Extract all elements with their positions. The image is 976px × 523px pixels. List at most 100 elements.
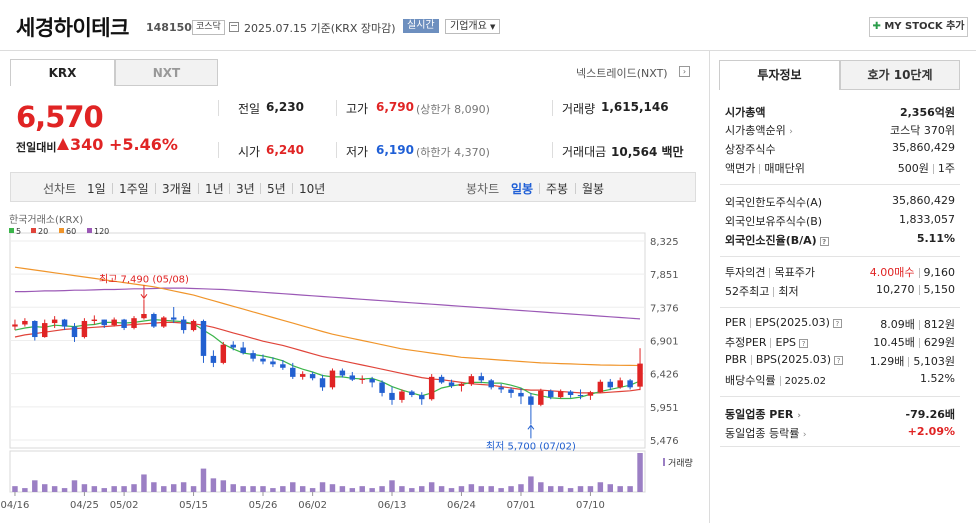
nextrade-link[interactable]: 넥스트레이드(NXT) (576, 67, 668, 80)
y-tick-label: 6,901 (650, 336, 679, 347)
high-value: 6,790 (376, 100, 414, 114)
volume-bar (339, 486, 346, 492)
price-chart[interactable]: 한국거래소(KRX)5 20 60 120 8,325 7,851 7,376 6,901 6,… (0, 205, 708, 523)
tab-krx[interactable]: KRX (10, 59, 115, 86)
volume-value: 1,615,146 (601, 100, 669, 114)
period-daily[interactable]: 일봉 (511, 182, 534, 196)
volume-bar (230, 484, 236, 492)
candle-body (488, 380, 494, 388)
volume-bar (349, 488, 356, 492)
divider (720, 396, 960, 397)
period-3y[interactable]: 3년 (236, 182, 255, 196)
period-1y[interactable]: 1년 (205, 182, 224, 196)
sector-per-row[interactable]: 동일업종 PER › -79.26배 (725, 406, 955, 424)
candle-body (22, 320, 28, 325)
volume-bar (389, 480, 395, 492)
period-1w[interactable]: 1주일 (119, 182, 149, 196)
my-stock-label: MY STOCK 추가 (884, 21, 965, 32)
legend-swatch (31, 228, 36, 233)
company-overview-label: 기업개요 (450, 21, 487, 32)
volume-bar (597, 482, 604, 492)
legend-label: 20 (38, 227, 48, 236)
current-price: 6,570 (16, 100, 104, 134)
tab-invest-info[interactable]: 투자정보 (719, 60, 840, 90)
open-value: 6,240 (266, 143, 304, 157)
help-icon[interactable]: ? (834, 355, 844, 365)
volume-bar (210, 478, 217, 492)
realtime-button[interactable]: 실시간 (403, 19, 439, 33)
sector-change-row[interactable]: 동일업종 등락률 › +2.09% (725, 425, 955, 443)
candle-body (528, 396, 534, 405)
candle-body (41, 323, 48, 338)
candle-body (71, 326, 78, 338)
period-monthly[interactable]: 월봉 (582, 182, 605, 196)
volume-bar (51, 486, 58, 492)
divider (552, 100, 553, 116)
candle-body (538, 390, 544, 405)
sector-change-label: 동일업종 등락률 (725, 427, 800, 440)
tab-orderbook[interactable]: 호가 10단계 (840, 60, 960, 90)
volume-plot-frame (9, 450, 646, 493)
per-label: PER (725, 316, 747, 329)
volume-bar (359, 486, 365, 492)
par-value: 500원 (897, 162, 929, 175)
foreign-ratio-label: 외국인소진율(B/A) (725, 234, 817, 247)
period-5y[interactable]: 5년 (267, 182, 286, 196)
volume-bar (111, 486, 117, 492)
candle-body (111, 319, 117, 326)
x-tick-label: 06/24 (447, 500, 476, 511)
market-cap-value: 2,356억원 (899, 106, 955, 119)
sector-per-value: -79.26배 (905, 408, 955, 421)
candle-body (627, 380, 633, 388)
divider (112, 183, 113, 194)
chevron-right-icon[interactable]: › (679, 66, 690, 77)
volume-bar (91, 486, 98, 492)
help-icon[interactable]: ? (832, 318, 842, 328)
divider (918, 338, 920, 348)
market-cap-label: 시가총액 (725, 106, 766, 119)
period-3m[interactable]: 3개월 (162, 182, 192, 196)
change-label: 전일대비 (16, 141, 57, 154)
help-icon[interactable]: ? (819, 236, 829, 246)
amount-label: 거래대금 (562, 145, 607, 159)
divider (769, 268, 771, 278)
x-tick-label: 04/25 (70, 500, 99, 511)
divider (218, 142, 219, 158)
period-weekly[interactable]: 주봉 (546, 182, 569, 196)
chart-source-label: 한국거래소(KRX) (9, 214, 83, 226)
my-stock-add-button[interactable]: ✚ MY STOCK 추가 (869, 17, 968, 37)
base-date: 2025.07.15 기준(KRX 장마감) (244, 22, 396, 35)
help-icon[interactable]: ? (799, 338, 809, 348)
volume-bar (151, 482, 157, 492)
candle-body (151, 313, 157, 327)
trade-unit-value: 1주 (937, 162, 955, 175)
volume-bar (161, 486, 167, 492)
candle-body (260, 358, 266, 362)
volume-bar (81, 484, 88, 492)
volume-bar (508, 486, 514, 492)
tab-nxt[interactable]: NXT (115, 59, 218, 86)
company-overview-dropdown[interactable]: 기업개요 ▼ (445, 19, 501, 34)
per-value: 8.09배 (880, 318, 915, 331)
cap-rank-row[interactable]: 시가총액순위 › 코스닥 370위 (725, 122, 955, 140)
volume-bar (71, 480, 78, 492)
divider (918, 268, 920, 278)
candle-body (419, 395, 425, 400)
min-annotation: 최저 5,700 (07/02) (486, 440, 576, 452)
divider (198, 183, 199, 194)
w52-row: 52주최고 최저 10,270 5,150 (725, 283, 955, 301)
candle-body (61, 319, 68, 327)
volume-bar (419, 486, 425, 492)
candle-body (32, 320, 38, 338)
volume-bar (369, 488, 375, 492)
volume-bar (498, 488, 504, 492)
opinion-label: 투자의견 (725, 266, 766, 279)
candle-body (131, 318, 137, 328)
volume-bar (190, 486, 197, 492)
candle-body (121, 319, 127, 328)
period-10y[interactable]: 10년 (299, 182, 326, 196)
period-1d[interactable]: 1일 (87, 182, 106, 196)
volume-bar (121, 486, 127, 492)
candle-body (190, 320, 197, 331)
candle-body (230, 344, 236, 348)
